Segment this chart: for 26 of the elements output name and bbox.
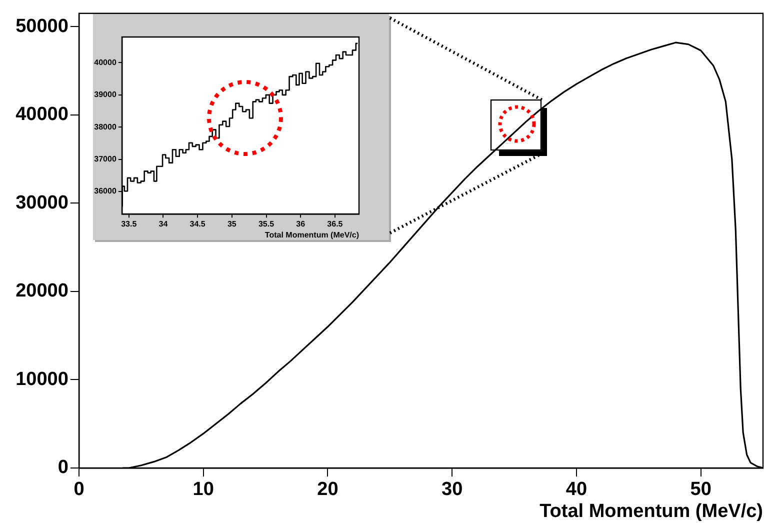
x-tick-label: 50 <box>690 479 712 500</box>
x-tick-label: 36.5 <box>327 220 344 229</box>
y-tick-label: 40000 <box>16 104 68 126</box>
x-tick-label: 10 <box>192 479 214 500</box>
y-tick-label: 10000 <box>16 368 68 390</box>
y-tick-label: 40000 <box>94 58 117 67</box>
x-axis-title: Total Momentum (MeV/c) <box>264 230 360 240</box>
x-tick-label: 20 <box>317 479 338 500</box>
x-tick-label: 0 <box>74 479 84 500</box>
y-tick-label: 36000 <box>94 186 117 196</box>
y-tick-label: 30000 <box>16 192 68 214</box>
x-tick-label: 36 <box>296 220 306 229</box>
x-tick-label: 34 <box>158 220 168 229</box>
x-tick-label: 40 <box>566 479 588 500</box>
y-tick-label: 39000 <box>94 90 117 100</box>
x-tick-label: 35 <box>227 220 237 229</box>
y-tick-label: 37000 <box>94 154 117 164</box>
y-tick-label: 0 <box>58 457 68 478</box>
x-tick-label: 35.5 <box>258 220 275 229</box>
x-tick-label: 34.5 <box>190 220 206 229</box>
x-tick-label: 33.5 <box>121 220 138 229</box>
x-axis-title: Total Momentum (MeV/c) <box>540 500 763 522</box>
y-tick-label: 38000 <box>94 122 117 132</box>
y-tick-label: 20000 <box>16 280 68 302</box>
y-tick-label: 50000 <box>16 16 68 37</box>
x-tick-label: 30 <box>442 479 463 500</box>
